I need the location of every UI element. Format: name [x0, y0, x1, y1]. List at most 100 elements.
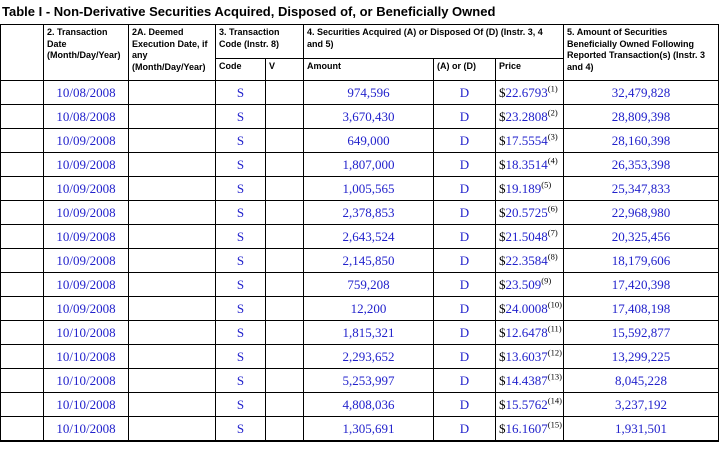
deemed-execution-date-cell: [128, 296, 216, 321]
v-cell: [265, 152, 304, 177]
amount-cell: 974,596: [303, 80, 434, 105]
header-transaction-code: 3. Transaction Code (Instr. 8): [215, 24, 304, 59]
row-leading-cell: [0, 80, 44, 105]
deemed-execution-date-cell: [128, 128, 216, 153]
table-row: 10/08/2008 S 974,596 D $22.6793(1) 32,479,828: [0, 80, 720, 105]
v-cell: [265, 200, 304, 225]
row-leading-cell: [0, 176, 44, 201]
amount-cell: 4,808,036: [303, 392, 434, 417]
v-cell: [265, 104, 304, 129]
shares-owned-cell: 22,968,980: [563, 200, 720, 225]
header-a-or-d: (A) or (D): [433, 58, 496, 81]
table-row: 10/09/2008 S 2,378,853 D $20.5725(6) 22,968,9…: [0, 200, 720, 225]
price-cell: $13.6037(12): [494, 344, 565, 369]
dollar-sign: $: [499, 180, 506, 196]
document-page: Table I - Non-Derivative Securities Acqu…: [0, 4, 721, 442]
deemed-execution-date-cell: [128, 200, 216, 225]
price-footnote-ref: (13): [547, 371, 562, 382]
deemed-execution-date-cell: [128, 152, 216, 177]
transaction-code-cell: S: [215, 296, 266, 321]
shares-owned-cell: 32,479,828: [563, 80, 720, 105]
transaction-code-cell: S: [215, 200, 266, 225]
shares-owned-cell: 13,299,225: [563, 344, 720, 369]
acquired-disposed-cell: D: [433, 224, 496, 249]
price-footnote-ref: (2): [547, 107, 558, 118]
shares-owned-cell: 17,408,198: [563, 296, 720, 321]
transaction-code-cell: S: [215, 392, 266, 417]
header-row-groups: 2. Transaction Date (Month/Day/Year) 2A.…: [0, 24, 720, 81]
price-cell: $22.3584(8): [494, 248, 565, 273]
amount-cell: 2,378,853: [303, 200, 434, 225]
deemed-execution-date-cell: [128, 224, 216, 249]
price-value: 17.5554: [505, 132, 548, 148]
acquired-disposed-cell: D: [433, 344, 496, 369]
table-row: 10/09/2008 S 2,643,524 D $21.5048(7) 20,325,4…: [0, 224, 720, 249]
acquired-disposed-cell: D: [433, 272, 496, 297]
v-cell: [265, 224, 304, 249]
price-footnote-ref: (8): [547, 251, 558, 262]
row-leading-cell: [0, 248, 44, 273]
amount-cell: 2,643,524: [303, 224, 434, 249]
price-cell: $12.6478(11): [494, 320, 565, 345]
shares-owned-cell: 25,347,833: [563, 176, 720, 201]
v-cell: [265, 320, 304, 345]
acquired-disposed-cell: D: [433, 368, 496, 393]
acquired-disposed-cell: D: [433, 248, 496, 273]
dollar-sign: $: [499, 84, 506, 100]
price-cell: $16.1607(15): [494, 416, 565, 442]
row-leading-cell: [0, 272, 44, 297]
amount-cell: 649,000: [303, 128, 434, 153]
price-footnote-ref: (11): [547, 323, 562, 334]
dollar-sign: $: [499, 372, 506, 388]
shares-owned-cell: 20,325,456: [563, 224, 720, 249]
dollar-sign: $: [499, 156, 506, 172]
shares-owned-cell: 15,592,877: [563, 320, 720, 345]
dollar-sign: $: [499, 300, 506, 316]
dollar-sign: $: [499, 228, 506, 244]
transaction-code-cell: S: [215, 248, 266, 273]
header-securities-acquired-disposed: 4. Securities Acquired (A) or Disposed O…: [302, 24, 565, 59]
row-leading-cell: [0, 368, 44, 393]
deemed-execution-date-cell: [128, 176, 216, 201]
amount-cell: 2,293,652: [303, 344, 434, 369]
price-footnote-ref: (10): [547, 299, 562, 310]
transaction-code-cell: S: [215, 320, 266, 345]
dollar-sign: $: [499, 132, 506, 148]
shares-owned-cell: 8,045,228: [563, 368, 720, 393]
dollar-sign: $: [499, 204, 506, 220]
price-footnote-ref: (7): [547, 227, 558, 238]
acquired-disposed-cell: D: [433, 200, 496, 225]
dollar-sign: $: [499, 420, 506, 436]
transaction-date-cell: 10/09/2008: [43, 200, 129, 225]
price-value: 22.3584: [505, 252, 548, 268]
amount-cell: 3,670,430: [303, 104, 434, 129]
table-row: 10/09/2008 S 759,208 D $23.509(9) 17,420,398: [0, 272, 720, 297]
dollar-sign: $: [499, 108, 506, 124]
table-row: 10/10/2008 S 2,293,652 D $13.6037(12) 13,299,…: [0, 344, 720, 369]
dollar-sign: $: [499, 396, 506, 412]
dollar-sign: $: [499, 252, 506, 268]
price-value: 24.0008: [505, 300, 548, 316]
table-body: 10/08/2008 S 974,596 D $22.6793(1) 32,479,828…: [0, 80, 720, 442]
table-row: 10/10/2008 S 5,253,997 D $14.4387(13) 8,045,2…: [0, 368, 720, 393]
amount-cell: 12,200: [303, 296, 434, 321]
row-leading-cell: [0, 320, 44, 345]
price-footnote-ref: (3): [547, 131, 558, 142]
header-transaction-date: 2. Transaction Date (Month/Day/Year): [43, 24, 129, 81]
price-cell: $18.3514(4): [494, 152, 565, 177]
deemed-execution-date-cell: [128, 320, 216, 345]
amount-cell: 1,815,321: [303, 320, 434, 345]
price-value: 23.509: [505, 276, 542, 292]
price-footnote-ref: (12): [547, 347, 562, 358]
amount-cell: 5,253,997: [303, 368, 434, 393]
v-cell: [265, 80, 304, 105]
price-footnote-ref: (1): [547, 83, 558, 94]
price-value: 23.2808: [505, 108, 548, 124]
price-cell: $20.5725(6): [494, 200, 565, 225]
price-cell: $15.5762(14): [494, 392, 565, 417]
acquired-disposed-cell: D: [433, 152, 496, 177]
table-title: Table I - Non-Derivative Securities Acqu…: [2, 4, 496, 19]
price-footnote-ref: (4): [547, 155, 558, 166]
shares-owned-cell: 28,160,398: [563, 128, 720, 153]
transaction-code-cell: S: [215, 80, 266, 105]
